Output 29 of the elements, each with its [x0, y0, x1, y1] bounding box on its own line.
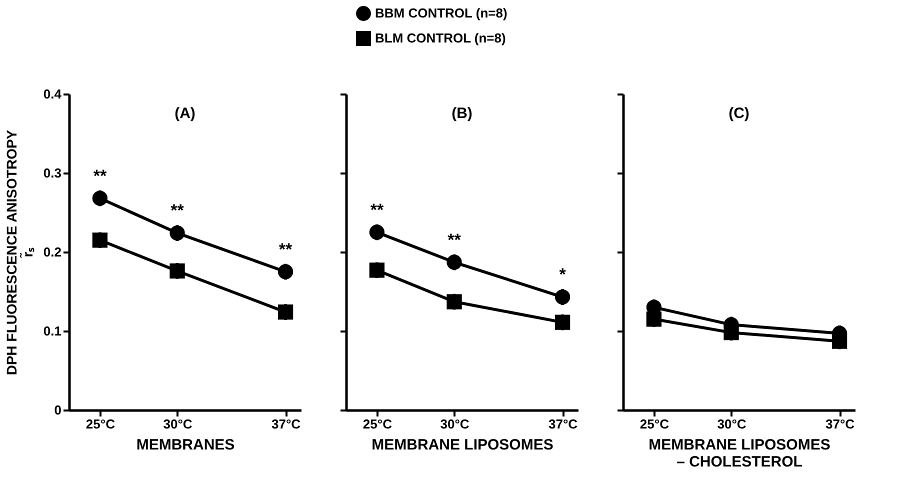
x-tick-label: 30°C — [440, 416, 470, 432]
y-tick-label: 0.1 — [43, 324, 62, 338]
x-tick-label: 37°C — [272, 416, 302, 432]
annotation: ** — [170, 201, 184, 220]
x-tick-label: 37°C — [548, 416, 578, 432]
x-axis-title: MEMBRANE LIPOSOMES – CHOLESTEROL — [648, 436, 830, 470]
y-tick-label: 0.4 — [43, 86, 62, 102]
x-tick-label: 25°C — [640, 416, 670, 432]
x-tick-label: 25°C — [362, 416, 393, 432]
x-axis-title: MEMBRANE LIPOSOMES — [372, 436, 554, 454]
annotation: ** — [93, 166, 107, 186]
text: (B) — [452, 105, 472, 122]
x-tick-label: 37°C — [826, 416, 856, 432]
legend-label: BLM CONTROL (n=8) — [375, 30, 506, 46]
x-tick-label: 30°C — [717, 416, 747, 432]
x-axis-title: MEMBRANES — [136, 436, 235, 454]
annotation: ** — [370, 200, 384, 220]
annotation: ** — [278, 240, 293, 259]
y-tick-label: 0.3 — [43, 166, 62, 180]
x-tick-label: 25°C — [86, 416, 116, 432]
text: (C) — [728, 105, 750, 122]
legend-label: BBM CONTROL (n=8) — [375, 6, 508, 20]
annotation: * — [559, 265, 566, 284]
y-tick-label: 0.2 — [43, 244, 62, 260]
annotation: ** — [448, 230, 462, 250]
y-tick-label: 0 — [54, 402, 62, 418]
text: (A) — [174, 105, 196, 122]
y-axis-title: DPH FLUORESCENCE ANISOTROPY r̃ₛ — [3, 129, 36, 376]
x-tick-label: 30°C — [163, 416, 193, 432]
